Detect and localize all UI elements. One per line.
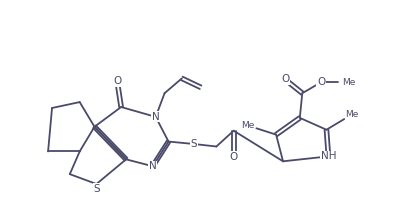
Text: O: O [317,77,325,87]
Text: S: S [93,184,100,194]
Text: Me: Me [345,110,359,119]
Text: NH: NH [321,151,336,161]
Text: N: N [149,161,157,171]
Text: O: O [113,76,121,86]
Text: Me: Me [241,121,255,130]
Text: O: O [229,152,238,162]
Text: N: N [152,112,160,122]
Text: O: O [281,74,289,84]
Text: S: S [191,139,198,149]
Text: Me: Me [342,78,356,87]
